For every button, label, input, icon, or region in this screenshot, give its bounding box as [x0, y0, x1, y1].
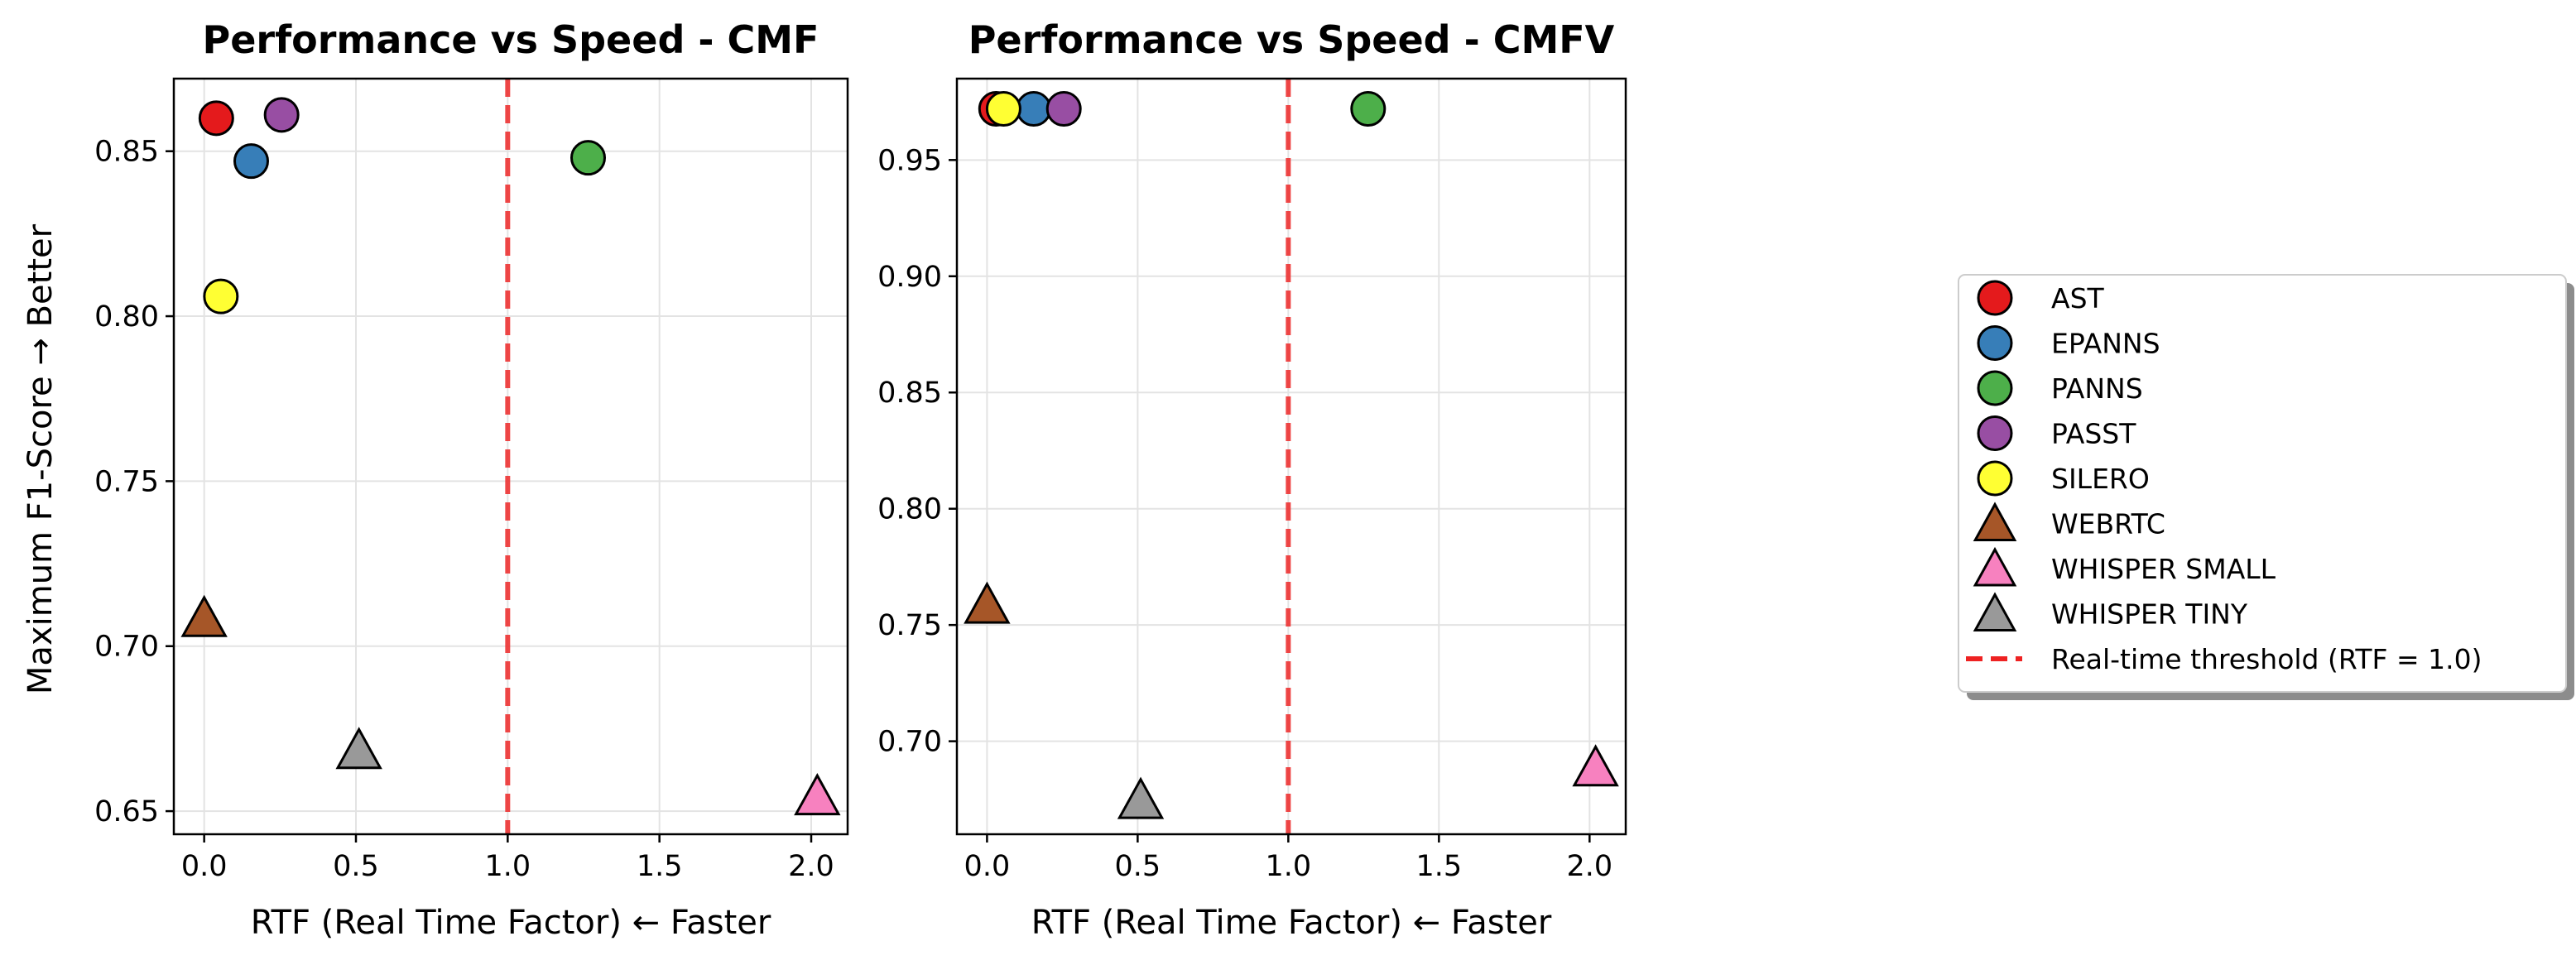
chart-panel-cmfv: Performance vs Speed - CMFV RTF (Real Ti… [877, 17, 1627, 942]
y-tick-label: 0.80 [94, 300, 159, 334]
x-tick-label: 0.5 [1115, 850, 1161, 883]
data-point-whisper-small [794, 773, 841, 816]
legend-marker-whisper-small [1973, 546, 2017, 587]
data-point-epanns [1016, 91, 1052, 127]
legend-label: EPANNS [2051, 328, 2160, 360]
data-point-whisper-tiny [1117, 776, 1165, 819]
y-tick-label: 0.70 [877, 726, 942, 759]
legend-marker-ast [1977, 280, 2013, 316]
chart-title: Performance vs Speed - CMFV [968, 17, 1615, 62]
legend-marker-whisper-tiny [1973, 592, 2017, 631]
x-tick-label: 1.5 [637, 850, 683, 883]
legend-label: PANNS [2051, 372, 2143, 405]
chart-title: Performance vs Speed - CMF [203, 17, 819, 62]
data-point-silero [203, 278, 239, 314]
data-point-silero [985, 91, 1021, 127]
legend: AST EPANNS PANNS PASST SILERO WEBRTC WHISPER S… [1958, 274, 2574, 700]
data-point-ast [198, 100, 234, 137]
data-point-panns [570, 140, 606, 176]
y-tick-label: 0.75 [94, 465, 159, 498]
legend-marker-epanns [1977, 325, 2013, 361]
data-point-passt [263, 97, 300, 133]
y-tick-label: 0.80 [877, 493, 942, 526]
legend-frame [1958, 274, 2567, 693]
data-point-epanns [233, 143, 269, 180]
x-axis-label: RTF (Real Time Factor) ← Faster [251, 904, 771, 942]
x-tick-label: 1.0 [1266, 850, 1312, 883]
legend-label: PASST [2051, 418, 2136, 450]
legend-marker-passt [1977, 415, 2013, 451]
plot-frame [172, 77, 849, 836]
x-tick-label: 0.0 [964, 850, 1011, 883]
data-point-panns [1350, 91, 1387, 127]
legend-marker-silero [1977, 460, 2013, 497]
data-point-whisper-tiny [335, 727, 382, 770]
legend-label: WEBRTC [2051, 508, 2165, 540]
legend-marker-webrtc [1973, 502, 2017, 541]
x-tick-label: 1.5 [1416, 850, 1463, 883]
data-point-webrtc [964, 581, 1011, 624]
x-tick-label: 2.0 [1566, 850, 1612, 883]
legend-label: AST [2051, 282, 2105, 314]
chart-panel-cmf: Performance vs Speed - CMF RTF (Real Tim… [22, 17, 849, 942]
x-tick-label: 0.5 [333, 850, 379, 883]
x-axis-label: RTF (Real Time Factor) ← Faster [1031, 904, 1552, 942]
y-tick-label: 0.95 [877, 144, 942, 177]
data-point-webrtc [180, 594, 228, 637]
data-point-whisper-small [1572, 744, 1619, 787]
y-tick-label: 0.70 [94, 631, 159, 664]
y-axis-label: Maximum F1-Score → Better [22, 223, 60, 694]
legend-label: Real-time threshold (RTF = 1.0) [2051, 643, 2482, 675]
y-tick-label: 0.75 [877, 609, 942, 642]
x-tick-label: 0.0 [181, 850, 228, 883]
data-point-passt [1045, 91, 1082, 127]
y-tick-label: 0.85 [877, 377, 942, 410]
y-tick-label: 0.65 [94, 795, 159, 828]
x-tick-label: 1.0 [484, 850, 531, 883]
plot-frame [955, 77, 1627, 836]
legend-marker-panns [1977, 370, 2013, 406]
legend-label: SILERO [2051, 463, 2150, 495]
legend-label: WHISPER TINY [2051, 598, 2248, 631]
x-tick-label: 2.0 [788, 850, 834, 883]
y-tick-label: 0.85 [94, 136, 159, 169]
y-tick-label: 0.90 [877, 261, 942, 294]
legend-label: WHISPER SMALL [2051, 553, 2276, 585]
